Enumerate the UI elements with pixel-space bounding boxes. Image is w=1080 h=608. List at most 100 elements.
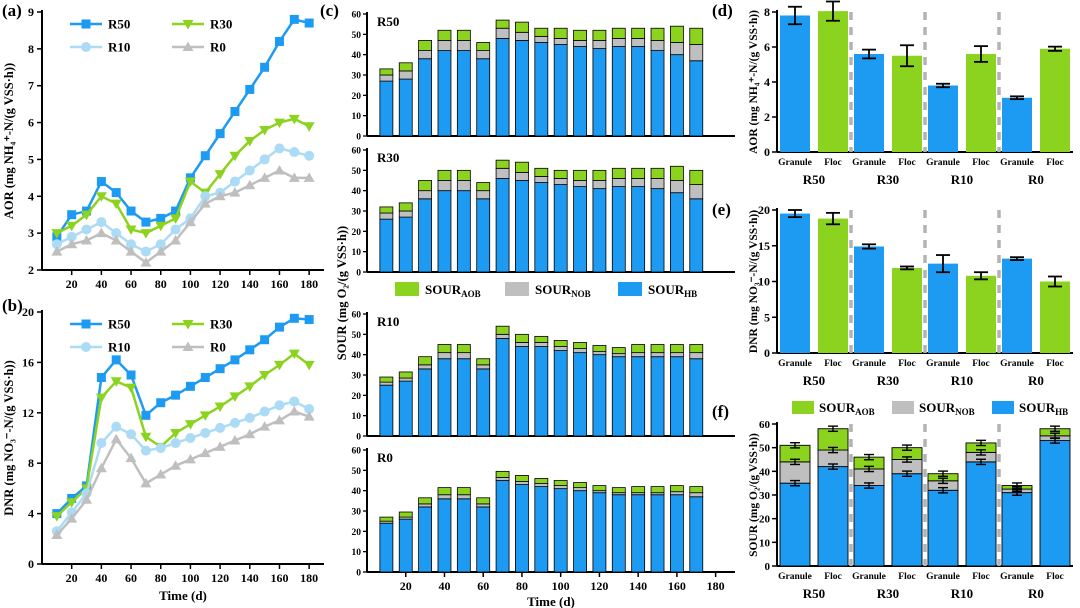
panel-c-R0-bar-aob [515, 475, 529, 482]
y-tick-label: 20 [352, 528, 362, 538]
panel-c-R50-bar-nob [631, 38, 646, 47]
panel-b-marker-R10 [126, 429, 137, 440]
panel-c-subpanel-label-R50: R50 [377, 14, 399, 29]
panel-c-R30-bar-hb [515, 180, 529, 273]
panel-a-marker-R50 [274, 36, 284, 46]
group-label-R0: R0 [1028, 586, 1044, 601]
panel-b-marker-R0 [273, 414, 285, 425]
panel-c-R50-bar-hb [418, 58, 433, 137]
panel-f-chart: 0 10 20 30 40 50 60 SOUR (mg O₂/(g VSS·h)) Granu… [748, 400, 1073, 601]
panel-b-ylabel: DNR (mg NO₃⁻-N/(g VSS·h)) [2, 360, 16, 516]
y-tick-label: 30 [352, 372, 362, 382]
panel-d-bar-R10-Floc [966, 54, 996, 152]
panel-c-R30-bar-aob [398, 202, 413, 212]
panel-a-marker-R0 [110, 235, 122, 245]
panel-b-marker-R30 [95, 393, 107, 404]
panel-a-marker-R10 [200, 191, 211, 202]
panel-c-R50-bar-nob [669, 42, 684, 56]
panel-c-R30-bar-nob [456, 180, 471, 192]
panel-e-bar-R10-Granule [928, 263, 958, 353]
panel-a-marker-R50 [245, 84, 255, 94]
bar-label-Granule: Granule [778, 158, 812, 168]
bar-label-Floc: Floc [972, 359, 989, 369]
panel-c-R30-bar-hb [398, 216, 413, 273]
panel-b-marker-R10 [185, 433, 196, 443]
y-tick-label: 0 [765, 561, 771, 573]
y-tick-label: 4 [28, 507, 34, 521]
panel-b-marker-R0 [66, 513, 78, 523]
x-tick-label: 180 [300, 571, 318, 585]
panel-b-marker-R0 [170, 460, 182, 470]
panel-c-R30-bar-nob [437, 180, 452, 192]
panel-b-marker-R0 [229, 435, 241, 445]
panel-e-bar-R50-Granule [780, 213, 810, 353]
panel-c-R30-bar-aob [437, 169, 452, 181]
bar-label-Floc: Floc [898, 359, 915, 369]
panel-c-R30-bar-hb [456, 190, 471, 273]
bar-label-Floc: Floc [824, 158, 841, 168]
panel-a-marker-R10 [244, 165, 255, 176]
panel-a-marker-R10 [96, 217, 107, 228]
panel-c-R50-bar-aob [631, 27, 646, 39]
panel-c-R30-bar-hb [534, 182, 549, 273]
panel-a-marker-R0 [140, 257, 152, 267]
panel-b-marker-R10 [111, 421, 122, 432]
panel-b-marker-R0 [184, 453, 196, 464]
x-tick-label: 60 [477, 579, 489, 593]
panel-c-R0-bar-hb [379, 522, 394, 573]
panel-a-marker-R0 [259, 172, 271, 182]
panel-d-chart: 0 2 4 6 8 AOR (mg NH₄⁺-N/(g VSS·h)) Granule Flo… [748, 0, 1073, 187]
panel-c-R0-bar-aob [534, 478, 549, 484]
y-tick-label: 4 [28, 189, 34, 203]
legend-label-R0: R0 [210, 340, 226, 355]
panel-c-R50-bar-aob [592, 29, 607, 41]
bar-label-Granule: Granule [852, 158, 886, 168]
y-tick-label: 6 [764, 40, 770, 54]
panel-c-R10-bar-hb [418, 368, 433, 437]
panel-b-marker-R10 [274, 400, 285, 411]
panel-d-bar-R30-Floc [892, 55, 922, 152]
panel-b-marker-R50 [96, 373, 106, 383]
y-tick-label: 4 [764, 75, 770, 89]
legend-label-NOB: SOURNOB [535, 282, 591, 299]
x-tick-label: 40 [438, 579, 450, 593]
bar-label-Floc: Floc [1046, 359, 1063, 369]
legend-label-HB: SOURHB [648, 282, 697, 299]
panel-a-marker-R30 [81, 210, 93, 221]
panel-b-marker-R30 [244, 382, 256, 392]
panel-c-R10-bar-nob [669, 352, 684, 358]
x-tick-label: 140 [241, 277, 259, 291]
panel-a-marker-R10 [51, 239, 62, 250]
panel-c-R10-bar-nob [689, 352, 704, 360]
panel-c-R50-bar-nob [418, 50, 433, 60]
panel-a-marker-R0 [229, 187, 241, 197]
panel-c-R50-bar-aob [553, 27, 568, 39]
panel-b-marker-R0 [214, 441, 226, 451]
bar-label-Granule: Granule [926, 359, 960, 369]
panel-e-letter: (e) [712, 200, 731, 219]
panel-a-marker-R50 [141, 217, 151, 227]
x-tick-label: 40 [95, 277, 107, 291]
panel-c-R0-bar-hb [669, 494, 684, 573]
panel-c-R50-bar-hb [573, 46, 587, 137]
x-tick-label: 80 [516, 579, 528, 593]
panel-a-marker-R0 [199, 198, 211, 208]
panel-c-R10-bar-hb [379, 384, 394, 437]
panel-c-letter: (c) [320, 1, 339, 20]
panel-c-R10-bar-hb [437, 358, 452, 437]
panel-c-R0-bar-aob [611, 487, 626, 494]
legend-label-AOB: SOURAOB [819, 400, 875, 417]
panel-c-R30-bar-nob [611, 178, 626, 187]
panel-b-chart: 0 4 8 12 16 20 20 40 60 80 100 120 140 160 180 DNR (mg … [2, 305, 324, 603]
panel-b-marker-R30 [259, 371, 271, 381]
panel-c-R10-bar-hb [611, 356, 626, 437]
panel-a-marker-R10 [274, 143, 285, 154]
panel-c-R0-bar-hb [437, 498, 452, 573]
y-tick-label: 15 [758, 239, 770, 253]
panel-e-bar-R0-Granule [1002, 258, 1032, 353]
panel-e-bar-R30-Granule [854, 246, 884, 353]
panel-b-marker-R50 [289, 313, 299, 323]
panel-c-R0-bar-aob [689, 486, 704, 494]
panel-b-line-R30 [55, 352, 310, 518]
panel-c-R50-bar-nob [553, 38, 568, 45]
